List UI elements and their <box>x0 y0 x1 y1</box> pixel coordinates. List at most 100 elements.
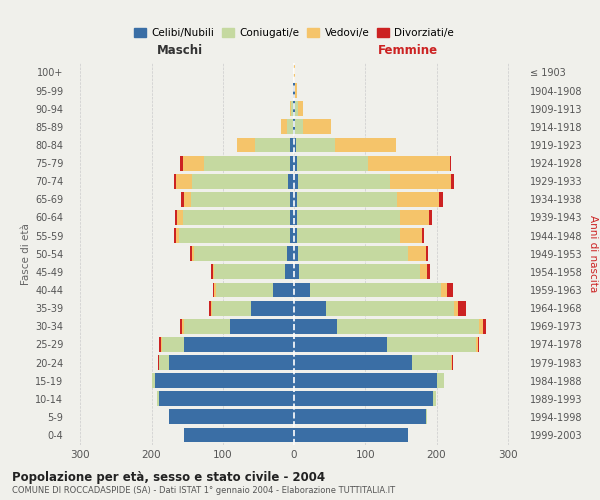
Bar <box>176 228 179 243</box>
Bar <box>190 246 192 261</box>
Bar <box>478 337 479 352</box>
Bar <box>294 210 297 225</box>
Bar <box>452 355 453 370</box>
Bar <box>294 174 298 188</box>
Bar <box>281 120 287 134</box>
Bar <box>192 246 194 261</box>
Bar <box>294 337 386 352</box>
Bar <box>297 210 400 225</box>
Bar <box>294 392 433 406</box>
Bar <box>294 319 337 334</box>
Bar <box>427 264 430 280</box>
Bar <box>326 300 454 316</box>
Bar <box>180 319 182 334</box>
Text: Femmine: Femmine <box>378 44 438 57</box>
Bar <box>215 282 272 298</box>
Bar <box>293 83 294 98</box>
Bar <box>177 210 183 225</box>
Text: Popolazione per età, sesso e stato civile - 2004: Popolazione per età, sesso e stato civil… <box>12 472 325 484</box>
Bar <box>214 282 215 298</box>
Bar <box>255 138 290 152</box>
Bar <box>158 392 294 406</box>
Bar <box>335 138 396 152</box>
Bar <box>368 156 450 170</box>
Bar <box>298 246 408 261</box>
Y-axis label: Anni di nascita: Anni di nascita <box>588 215 598 292</box>
Bar <box>295 83 297 98</box>
Bar <box>295 102 298 116</box>
Bar <box>294 120 295 134</box>
Bar <box>294 102 295 116</box>
Bar <box>442 282 447 298</box>
Bar <box>294 410 426 424</box>
Bar <box>184 337 294 352</box>
Bar <box>483 319 487 334</box>
Bar <box>426 246 428 261</box>
Bar <box>400 228 422 243</box>
Bar <box>291 102 293 116</box>
Bar <box>390 174 451 188</box>
Bar <box>287 246 294 261</box>
Bar <box>293 102 294 116</box>
Bar <box>290 210 294 225</box>
Bar <box>294 228 297 243</box>
Bar <box>298 174 390 188</box>
Bar <box>426 410 427 424</box>
Bar <box>204 156 290 170</box>
Bar <box>397 192 439 207</box>
Bar <box>294 300 326 316</box>
Bar <box>157 392 158 406</box>
Bar <box>294 83 295 98</box>
Bar <box>272 282 294 298</box>
Bar <box>310 282 442 298</box>
Bar <box>183 156 204 170</box>
Bar <box>184 428 294 442</box>
Bar <box>294 264 299 280</box>
Bar <box>294 373 437 388</box>
Bar <box>286 264 294 280</box>
Bar <box>294 156 297 170</box>
Bar <box>237 138 255 152</box>
Bar <box>155 373 294 388</box>
Bar <box>175 210 177 225</box>
Bar <box>161 337 162 352</box>
Bar <box>214 264 286 280</box>
Bar <box>422 228 424 243</box>
Bar <box>294 355 412 370</box>
Bar <box>420 264 427 280</box>
Bar <box>169 410 294 424</box>
Bar <box>184 319 230 334</box>
Bar <box>408 246 426 261</box>
Bar <box>179 228 290 243</box>
Bar <box>296 138 335 152</box>
Bar <box>152 373 155 388</box>
Bar <box>297 228 400 243</box>
Bar <box>386 337 476 352</box>
Bar <box>169 355 294 370</box>
Bar <box>176 174 192 188</box>
Bar <box>230 319 294 334</box>
Bar <box>191 192 290 207</box>
Bar <box>433 392 436 406</box>
Bar <box>428 210 431 225</box>
Bar <box>476 337 478 352</box>
Bar <box>447 282 453 298</box>
Bar <box>293 120 294 134</box>
Bar <box>451 355 452 370</box>
Bar <box>400 210 428 225</box>
Bar <box>451 174 454 188</box>
Bar <box>302 120 331 134</box>
Bar <box>184 192 191 207</box>
Bar <box>160 337 161 352</box>
Bar <box>211 264 213 280</box>
Bar <box>297 156 368 170</box>
Bar <box>212 300 251 316</box>
Bar <box>437 373 443 388</box>
Text: Maschi: Maschi <box>157 44 203 57</box>
Bar <box>294 246 298 261</box>
Bar <box>479 319 483 334</box>
Y-axis label: Fasce di età: Fasce di età <box>20 223 31 284</box>
Bar <box>211 300 212 316</box>
Bar <box>337 319 479 334</box>
Bar <box>251 300 294 316</box>
